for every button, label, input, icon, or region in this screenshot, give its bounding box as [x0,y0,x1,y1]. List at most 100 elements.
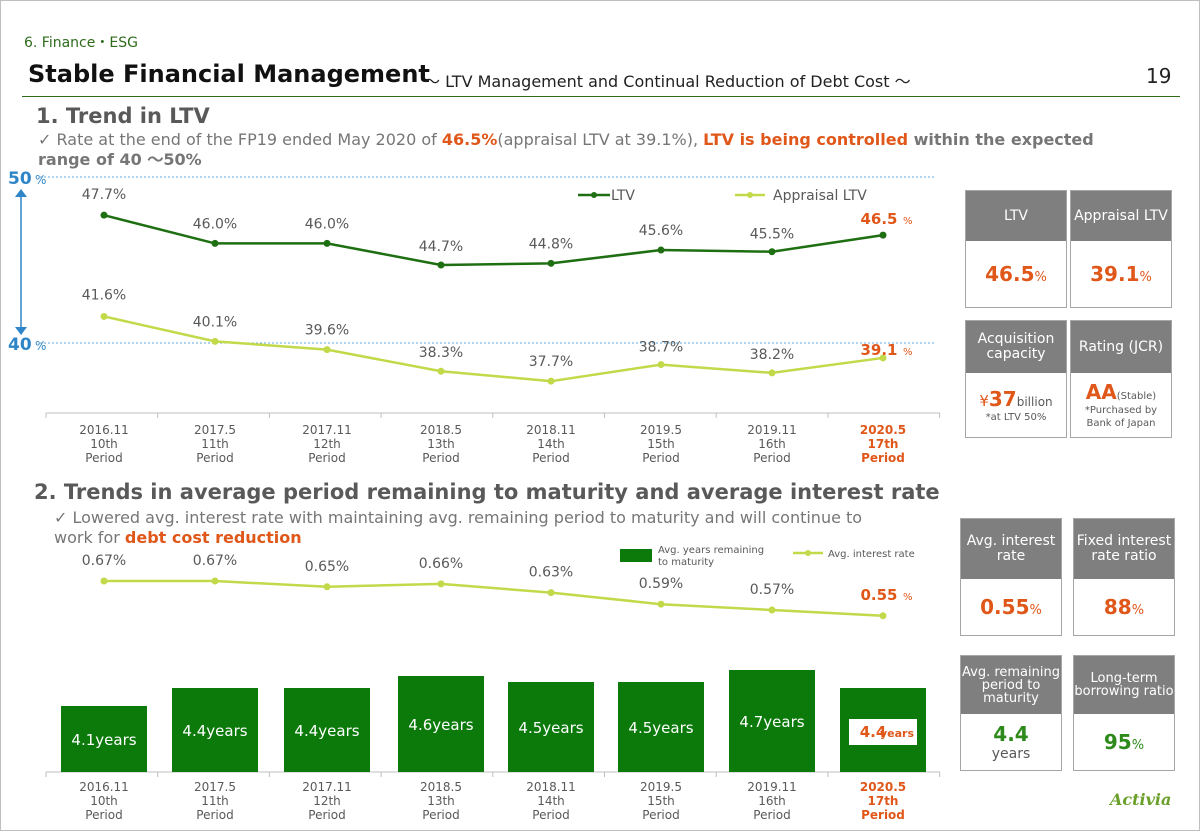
x-tick-label: 15th [647,794,675,808]
x-tick-label: 2018.11 [526,780,576,794]
card-rating: Rating (JCR) AA(Stable) *Purchased by Ba… [1070,320,1172,438]
data-point [547,259,555,267]
card-unit: % [1131,738,1145,753]
data-label: 46.0% [305,216,349,232]
x-tick-label: 2016.11 [79,780,129,794]
title-divider [22,96,1180,97]
x-tick-label: Period [861,451,905,465]
data-point [879,354,887,362]
bar [172,688,258,772]
x-tick-label: 2019.5 [640,780,682,794]
legend-bar-swatch [620,549,652,562]
x-tick-label: 17th [868,794,899,808]
data-point [437,367,445,375]
data-label: 0.67% [82,553,126,569]
legend-bar-label: to maturity [658,557,714,568]
data-point [100,577,108,585]
data-label: 38.2% [750,347,794,363]
bar-label-box [849,719,917,745]
data-point [657,600,665,608]
data-label-unit: % [903,347,913,358]
slide-title: Stable Financial Management [28,60,430,88]
section2-bullet: ✓ Lowered avg. interest rate with mainta… [54,508,904,548]
card-value: 88 [1103,595,1132,619]
data-label: 45.5% [750,227,794,243]
series-line [104,579,884,618]
card-title: LTV [966,191,1066,241]
page-number: 19 [1146,64,1172,88]
bullet-suffix: within the expected range of 40 ～50% [38,130,1094,169]
x-tick-label: 15th [647,437,675,451]
bullet-value: 46.5% [441,130,498,149]
x-tick-label: Period [532,808,569,822]
data-label: 47.7% [82,187,126,203]
data-label: 41.6% [82,287,126,303]
data-point [100,211,108,219]
bar-label: 4.6years [408,716,473,734]
data-label: 40.1% [193,314,237,330]
x-tick-label: Period [753,451,790,465]
x-tick-label: Period [85,808,122,822]
x-tick-label: 17th [868,437,899,451]
card-title: Avg. remaining period to maturity [961,656,1061,714]
legend-rate-marker [805,550,811,556]
x-tick-label: 2019.11 [747,780,797,794]
card-title: Rating (JCR) [1071,321,1171,373]
debt-chart: 2016.1110thPeriod2017.511thPeriod2017.11… [45,545,941,822]
section-tag: 6. Finance・ESG [24,35,138,51]
x-tick-label: 12th [313,437,341,451]
section1-bullet: ✓ Rate at the end of the FP19 ended May … [38,130,1148,170]
data-label: 38.3% [419,345,463,361]
x-tick-label: Period [861,808,905,822]
x-tick-label: 2016.11 [79,423,129,437]
x-tick-label: 10th [90,794,118,808]
x-tick-label: 2018.11 [526,423,576,437]
x-tick-label: 14th [537,437,565,451]
bar-label: 4.7years [739,713,804,731]
card-unit: % [1034,270,1047,285]
section2-heading: 2. Trends in average period remaining to… [34,480,940,504]
data-label: 46.5 [860,210,897,228]
data-point [768,248,776,256]
card-ltv: LTV 46.5% [965,190,1067,308]
bar-label: 4.5years [628,719,693,737]
data-point [323,239,331,247]
bullet-text: Lowered avg. interest rate with maintain… [54,508,863,547]
card-note: *at LTV 50% [985,411,1047,423]
card-note: *Purchased by Bank of Japan [1084,405,1158,429]
x-tick-label: 10th [90,437,118,451]
x-tick-label: 2019.11 [747,423,797,437]
data-point [547,589,555,597]
data-label: 45.6% [639,223,683,239]
bullet-text-mid: (appraisal LTV at 39.1%), [497,130,704,149]
data-point [768,369,776,377]
legend-bar-label: Avg. years remaining [658,545,764,556]
data-point [100,312,108,320]
bar-label: 4.1years [71,731,136,749]
bar-label: 4.4years [294,722,359,740]
card-unit: years [991,746,1031,762]
x-tick-label: 2017.11 [302,780,352,794]
x-tick-label: Period [422,808,459,822]
x-tick-label: 2020.5 [860,780,906,794]
card-title: Appraisal LTV [1071,191,1171,241]
card-appraisal-ltv: Appraisal LTV 39.1% [1070,190,1172,308]
data-label: 39.1 [860,341,897,359]
bar [729,670,815,772]
card-acquisition-capacity: Acquisition capacity ¥37billion *at LTV … [965,320,1067,438]
data-label: 0.67% [193,553,237,569]
data-point [879,231,887,239]
card-title: Fixed interest rate ratio [1074,519,1174,579]
card-value: AA [1085,380,1117,404]
band-bottom-label: 40 [8,335,32,355]
legend-ltv-label: LTV [611,188,635,204]
card-value: 39.1 [1090,262,1140,286]
bullet-text: Rate at the end of the FP19 ended May 20… [56,130,442,149]
x-tick-label: Period [642,808,679,822]
x-tick-label: 2017.11 [302,423,352,437]
series-line [103,315,884,383]
check-icon: ✓ [38,130,52,149]
x-tick-label: Period [642,451,679,465]
x-tick-label: 13th [427,794,455,808]
bar-label: 4.4 [860,723,887,741]
